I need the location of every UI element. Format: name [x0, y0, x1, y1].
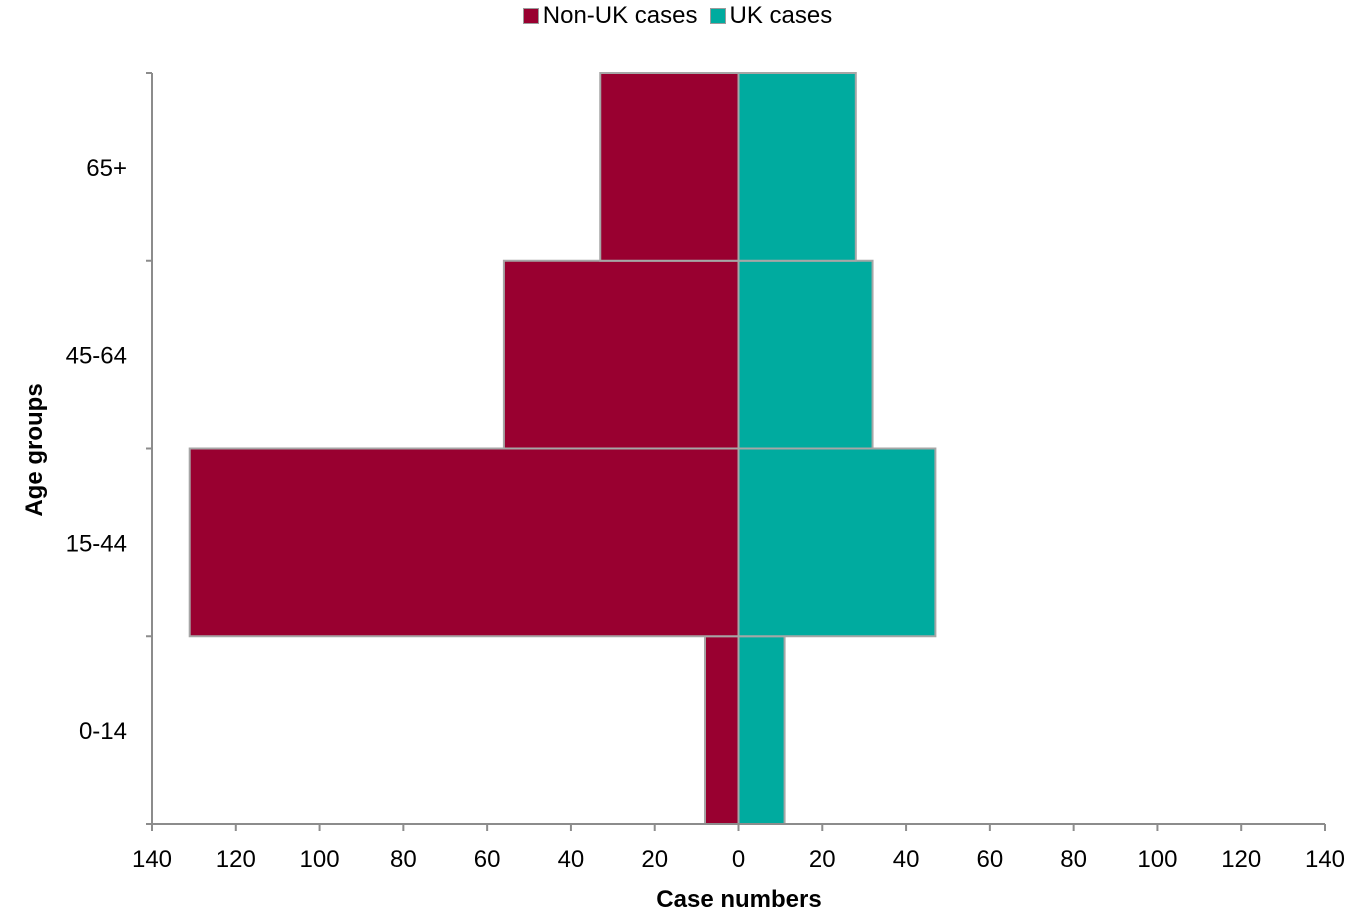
y-tick-label: 65+ [86, 155, 127, 182]
y-axis-title: Age groups [21, 383, 48, 517]
bar-non-uk-15-44 [188, 447, 740, 638]
legend-swatch-non-uk [522, 8, 539, 24]
legend-label-non-uk: Non-UK cases [542, 2, 698, 29]
bar-non-uk-45-64 [502, 259, 740, 450]
y-tick-label: 45-64 [66, 343, 127, 370]
bar-uk-65plus [737, 72, 857, 262]
legend-label-uk: UK cases [729, 2, 833, 29]
x-axis-title: Case numbers [656, 886, 822, 913]
y-tick-label: 15-44 [66, 530, 127, 557]
legend-swatch-uk [709, 8, 726, 24]
legend-item-uk: UK cases [709, 2, 833, 30]
x-tick-label: 40 [893, 846, 920, 873]
legend-item-non-uk: Non-UK cases [522, 2, 698, 30]
x-tick-label: 140 [1305, 846, 1345, 873]
x-tick-label: 20 [809, 846, 836, 873]
x-tick-label: 120 [1221, 846, 1261, 873]
x-tick-label: 20 [641, 846, 668, 873]
bar-non-uk-65plus [599, 72, 740, 262]
x-tick-label: 40 [558, 846, 585, 873]
x-tick-label: 60 [474, 846, 501, 873]
bar-non-uk-0-14 [703, 635, 740, 825]
x-tick-label: 140 [132, 846, 172, 873]
x-tick-label: 100 [300, 846, 340, 873]
y-tick-label: 0-14 [79, 718, 127, 745]
bar-uk-15-44 [737, 447, 937, 638]
bar-uk-0-14 [737, 635, 786, 825]
x-tick-label: 60 [977, 846, 1004, 873]
x-tick-label: 80 [390, 846, 417, 873]
x-tick-label: 80 [1060, 846, 1087, 873]
bar-uk-45-64 [737, 259, 874, 450]
x-tick-label: 120 [216, 846, 256, 873]
x-tick-label: 0 [732, 846, 745, 873]
x-tick-label: 100 [1137, 846, 1177, 873]
chart-legend: Non-UK cases UK cases [0, 2, 1355, 30]
